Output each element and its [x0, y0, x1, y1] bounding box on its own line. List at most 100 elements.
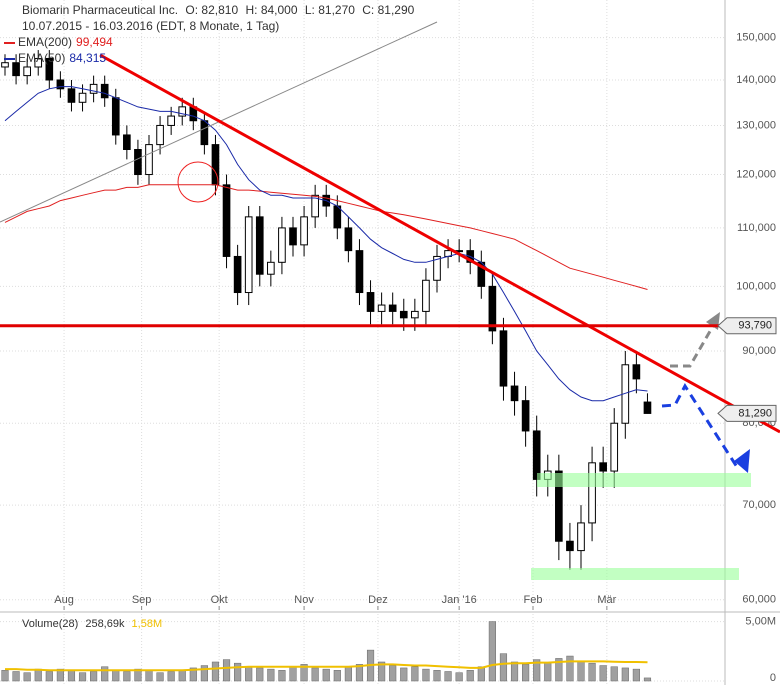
candle-body — [566, 540, 574, 552]
x-tick-label: Aug — [54, 594, 74, 606]
volume-bar — [555, 658, 563, 682]
volume-bar — [167, 671, 175, 682]
x-tick-label: Feb — [524, 594, 543, 606]
volume-bar — [322, 668, 330, 682]
y-tick-label: 0 — [770, 672, 776, 684]
arrow-head — [734, 449, 750, 473]
subtitle: 10.07.2015 - 16.03.2016 (EDT, 8 Monate, … — [22, 19, 280, 33]
legend-entry: EMA(200) 99,494 — [4, 34, 418, 50]
volume-bar — [145, 670, 153, 682]
volume-bar — [222, 659, 231, 682]
volume-bar — [455, 672, 463, 682]
legend-swatch — [4, 41, 15, 44]
volume-bar — [499, 653, 508, 682]
candle-body — [555, 470, 563, 542]
candle-body — [499, 330, 508, 387]
candle-body — [255, 216, 264, 275]
volume-bar — [444, 671, 452, 682]
volume-bar — [289, 666, 297, 682]
level-label: 93,790 — [738, 320, 772, 332]
legend-label: EMA(50) — [18, 51, 66, 65]
ema-line — [4, 184, 648, 290]
legend-value: 99,494 — [76, 35, 113, 49]
x-tick-label: Okt — [211, 594, 228, 606]
y-tick-label: 70,000 — [742, 499, 776, 511]
candle-body — [78, 92, 87, 103]
volume-bar — [378, 661, 386, 682]
quote: H: 84,000 — [245, 3, 298, 17]
candle-body — [278, 227, 286, 263]
candle-body — [399, 310, 408, 319]
volume-bar — [632, 668, 640, 682]
legend-value: 84,315 — [69, 51, 107, 65]
candle-body — [488, 285, 497, 332]
candle-body — [422, 279, 430, 312]
candle-body — [111, 97, 120, 136]
volume-avg-value: 1,58M — [131, 618, 163, 630]
candle-body — [1, 62, 9, 68]
y-tick-label: 130,000 — [736, 119, 776, 131]
volume-bar — [510, 661, 519, 682]
volume-bar — [300, 664, 308, 682]
candle-body — [45, 57, 54, 81]
candle-body — [355, 250, 364, 294]
downtrend-line — [99, 53, 780, 434]
volume-bar — [621, 667, 629, 682]
volume-bar — [1, 670, 9, 682]
ema-line — [4, 86, 648, 402]
volume-bar — [267, 668, 275, 682]
y-tick-label: 60,000 — [742, 594, 776, 606]
candle-body — [532, 430, 541, 480]
volume-bar — [101, 666, 109, 682]
candle-body — [643, 401, 652, 414]
x-tick-label: Mär — [597, 594, 616, 606]
volume-bar — [433, 670, 441, 682]
candle-body — [145, 144, 153, 176]
volume-bar — [599, 665, 607, 682]
support-zone — [531, 568, 739, 580]
candle-body — [56, 79, 65, 90]
cross-circle — [177, 161, 219, 203]
x-tick-label: Dez — [368, 594, 388, 606]
volume-bar — [211, 661, 220, 682]
candle-body — [123, 134, 131, 150]
candle-body — [289, 227, 297, 246]
candle-body — [12, 62, 20, 77]
chart-title: Biomarin Pharmaceutical Inc. — [22, 3, 179, 17]
candle-body — [300, 216, 308, 246]
candle-body — [344, 227, 353, 252]
volume-bar — [522, 664, 530, 682]
candle-body — [200, 120, 209, 146]
volume-average-line — [5, 660, 648, 672]
y-tick-label: 120,000 — [736, 168, 776, 180]
legend-entry: EMA(50) 84,315 — [4, 50, 418, 66]
candle-body — [632, 364, 641, 380]
quote: L: 81,270 — [304, 3, 355, 17]
candle-body — [366, 292, 375, 312]
candle-body — [233, 255, 242, 294]
y-tick-label: 100,000 — [736, 280, 776, 292]
volume-bar — [488, 621, 496, 682]
support-zone — [537, 473, 751, 487]
volume-bar — [200, 665, 208, 682]
scenario-arrow — [661, 383, 739, 468]
candle-body — [178, 106, 187, 117]
candle-body — [588, 462, 596, 524]
volume-bar — [411, 666, 419, 682]
header: Biomarin Pharmaceutical Inc. O: 82,810 H… — [4, 2, 418, 66]
y-tick-label: 150,000 — [736, 32, 776, 44]
volume-bar — [12, 671, 20, 682]
volume-bar — [389, 665, 397, 682]
volume-bar — [544, 662, 552, 682]
candle-body — [244, 216, 253, 294]
subtitle-row: 10.07.2015 - 16.03.2016 (EDT, 8 Monate, … — [4, 18, 418, 34]
volume-bar — [311, 667, 319, 682]
volume-value: 258,69k — [85, 618, 125, 630]
candle-body — [311, 194, 319, 218]
volume-bar — [466, 670, 474, 682]
volume-bar — [577, 660, 585, 682]
y-tick-label: 5,00M — [745, 615, 776, 627]
volume-bar — [333, 670, 341, 682]
